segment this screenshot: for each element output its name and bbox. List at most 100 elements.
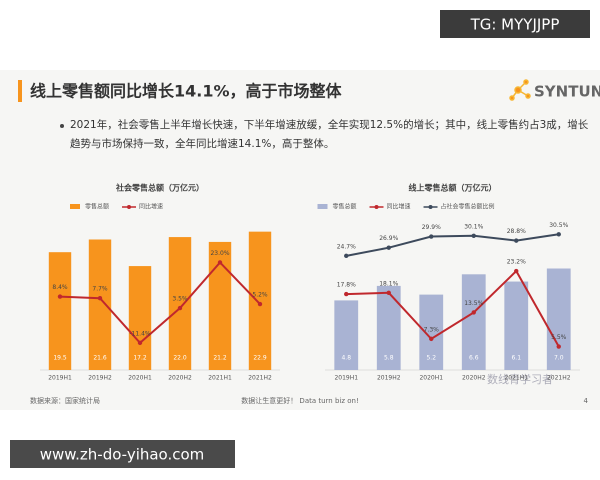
- data-label: 26.9%: [379, 235, 398, 242]
- footer: 数据让生意更好！ Data turn biz on!: [241, 396, 359, 405]
- data-label: 28.8%: [507, 228, 526, 235]
- data-label: 7.0: [554, 355, 564, 362]
- data-label: 29.9%: [422, 224, 441, 231]
- data-label: 19.5: [53, 355, 67, 362]
- point: [471, 310, 476, 315]
- data-label: 5.5%: [551, 334, 567, 341]
- bar: [546, 268, 571, 370]
- data-label: 17.2: [133, 355, 147, 362]
- line: [59, 260, 261, 345]
- bar: [248, 231, 272, 370]
- account-watermark: 数线青学习者: [487, 372, 553, 386]
- data-label: 8.4%: [52, 284, 68, 291]
- data-label: 22.9: [253, 355, 267, 362]
- point: [471, 233, 476, 238]
- point: [177, 305, 183, 311]
- bullet-box: 2021年，社会零售上半年增长快速，下半年增速放缓，全年实现12.5%的增长；其…: [70, 119, 589, 150]
- chart-title: 社会零售总额（万亿元）: [115, 183, 204, 193]
- x-tick-label: 2021H2: [248, 375, 272, 382]
- chart-title: 线上零售总额（万亿元）: [409, 183, 497, 193]
- point: [386, 245, 391, 250]
- x-tick-label: 2019H1: [48, 375, 72, 382]
- x-tick-label: 2020H2: [168, 375, 192, 382]
- point: [514, 238, 519, 243]
- point: [344, 291, 349, 297]
- bar: [208, 241, 232, 370]
- legend-label: 零售总额: [333, 203, 357, 211]
- point: [97, 296, 103, 301]
- watermark: www.zh-do-yihao.com: [40, 446, 205, 464]
- point: [556, 344, 561, 349]
- point: [57, 294, 63, 299]
- data-label: -11.4%: [129, 330, 151, 337]
- legend-label: 同比增速: [139, 203, 163, 211]
- x-tick-label: 2019H2: [377, 375, 401, 382]
- point: [429, 336, 434, 342]
- point: [257, 301, 263, 307]
- bar: [376, 285, 401, 370]
- data-label: 5.2: [426, 355, 436, 362]
- bar: [168, 237, 192, 370]
- legend-label: 零售总额: [85, 203, 109, 211]
- logo-icon: [509, 79, 531, 101]
- data-label: 7.3%: [424, 326, 440, 333]
- bar: [419, 294, 444, 370]
- point: [386, 290, 391, 296]
- point: [429, 234, 434, 239]
- legend-swatch: [70, 204, 80, 209]
- x-tick-label: 2020H2: [462, 375, 486, 382]
- page-number: 4: [584, 397, 589, 405]
- watermark-box: [10, 440, 235, 468]
- bullet-text: 2021年，社会零售上半年增长快速，下半年增速放缓，全年实现12.5%的增长；其…: [70, 119, 589, 150]
- source: 数据来源：国家统计局: [30, 396, 100, 405]
- line: [346, 269, 560, 348]
- x-tick-label: 2021H1: [208, 375, 232, 382]
- data-label: 22.0: [173, 355, 187, 362]
- data-label: 5.2%: [252, 292, 268, 299]
- x-tick-label: 2020H1: [419, 375, 443, 382]
- data-label: 6.6: [469, 355, 479, 362]
- x-tick-label: 2020H1: [128, 375, 152, 382]
- bar: [334, 300, 359, 370]
- data-label: 30.1%: [464, 223, 483, 230]
- point: [217, 260, 223, 265]
- x-tick-label: 2021H2: [547, 375, 571, 382]
- x-tick-label: 2021H1: [504, 375, 528, 382]
- data-label: 7.7%: [92, 286, 108, 293]
- watermark-box: [440, 10, 590, 38]
- data-label: 23.0%: [210, 250, 229, 257]
- legend-label: 占社会零售总额比例: [441, 203, 495, 211]
- point: [137, 340, 143, 346]
- data-label: 5.8: [384, 355, 394, 362]
- data-label: 21.2: [213, 355, 227, 362]
- legend-swatch: [374, 205, 379, 209]
- data-label: 24.7%: [337, 243, 356, 250]
- watermark: TG: MYYJJPP: [470, 16, 560, 34]
- title-accent: [18, 80, 22, 102]
- point: [556, 232, 561, 237]
- data-label: 13.5%: [464, 300, 483, 307]
- point: [514, 268, 519, 274]
- data-label: 21.6: [93, 355, 107, 362]
- bar: [48, 252, 72, 370]
- slide-title: 线上零售额同比增长14.1%，高于市场整体: [30, 82, 343, 101]
- legend-swatch: [317, 204, 328, 209]
- line: [346, 233, 559, 257]
- logo: SYNTUN: [534, 83, 600, 101]
- data-label: 30.5%: [549, 222, 568, 229]
- data-label: 3.5%: [172, 296, 188, 303]
- data-label: 17.8%: [337, 282, 356, 289]
- bar: [504, 281, 529, 370]
- legend-swatch: [428, 205, 433, 209]
- data-label: 23.2%: [507, 259, 526, 266]
- x-tick-label: 2019H2: [88, 375, 112, 382]
- data-label: 6.1: [511, 355, 521, 362]
- bar: [461, 274, 486, 370]
- legend-swatch: [127, 205, 132, 209]
- bar: [128, 266, 152, 370]
- data-label: 4.8: [341, 355, 351, 362]
- bullet-dot: [60, 124, 64, 128]
- bar: [88, 239, 112, 370]
- legend-label: 同比增速: [387, 203, 411, 211]
